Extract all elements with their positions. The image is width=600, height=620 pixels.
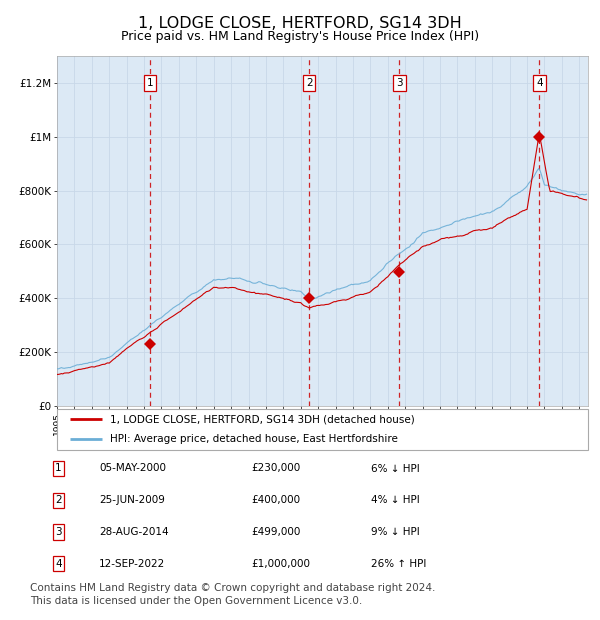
- Text: 1, LODGE CLOSE, HERTFORD, SG14 3DH: 1, LODGE CLOSE, HERTFORD, SG14 3DH: [138, 16, 462, 30]
- Text: £230,000: £230,000: [251, 464, 301, 474]
- Text: Price paid vs. HM Land Registry's House Price Index (HPI): Price paid vs. HM Land Registry's House …: [121, 30, 479, 43]
- Text: 28-AUG-2014: 28-AUG-2014: [100, 527, 169, 537]
- Text: 1, LODGE CLOSE, HERTFORD, SG14 3DH (detached house): 1, LODGE CLOSE, HERTFORD, SG14 3DH (deta…: [110, 414, 415, 424]
- Text: £1,000,000: £1,000,000: [251, 559, 310, 569]
- Text: 12-SEP-2022: 12-SEP-2022: [100, 559, 166, 569]
- Text: 4: 4: [536, 78, 543, 88]
- FancyBboxPatch shape: [57, 409, 588, 450]
- Text: 4: 4: [55, 559, 62, 569]
- Text: Contains HM Land Registry data © Crown copyright and database right 2024.
This d: Contains HM Land Registry data © Crown c…: [30, 583, 436, 606]
- Text: 3: 3: [55, 527, 62, 537]
- Text: £499,000: £499,000: [251, 527, 301, 537]
- Text: 05-MAY-2000: 05-MAY-2000: [100, 464, 166, 474]
- Text: £400,000: £400,000: [251, 495, 301, 505]
- Text: 25-JUN-2009: 25-JUN-2009: [100, 495, 165, 505]
- Text: 1: 1: [55, 464, 62, 474]
- Text: 3: 3: [396, 78, 403, 88]
- Text: 2: 2: [306, 78, 313, 88]
- Text: HPI: Average price, detached house, East Hertfordshire: HPI: Average price, detached house, East…: [110, 435, 398, 445]
- Text: 6% ↓ HPI: 6% ↓ HPI: [371, 464, 419, 474]
- Text: 4% ↓ HPI: 4% ↓ HPI: [371, 495, 419, 505]
- Text: 9% ↓ HPI: 9% ↓ HPI: [371, 527, 419, 537]
- Text: 1: 1: [147, 78, 154, 88]
- Text: 26% ↑ HPI: 26% ↑ HPI: [371, 559, 426, 569]
- Text: 2: 2: [55, 495, 62, 505]
